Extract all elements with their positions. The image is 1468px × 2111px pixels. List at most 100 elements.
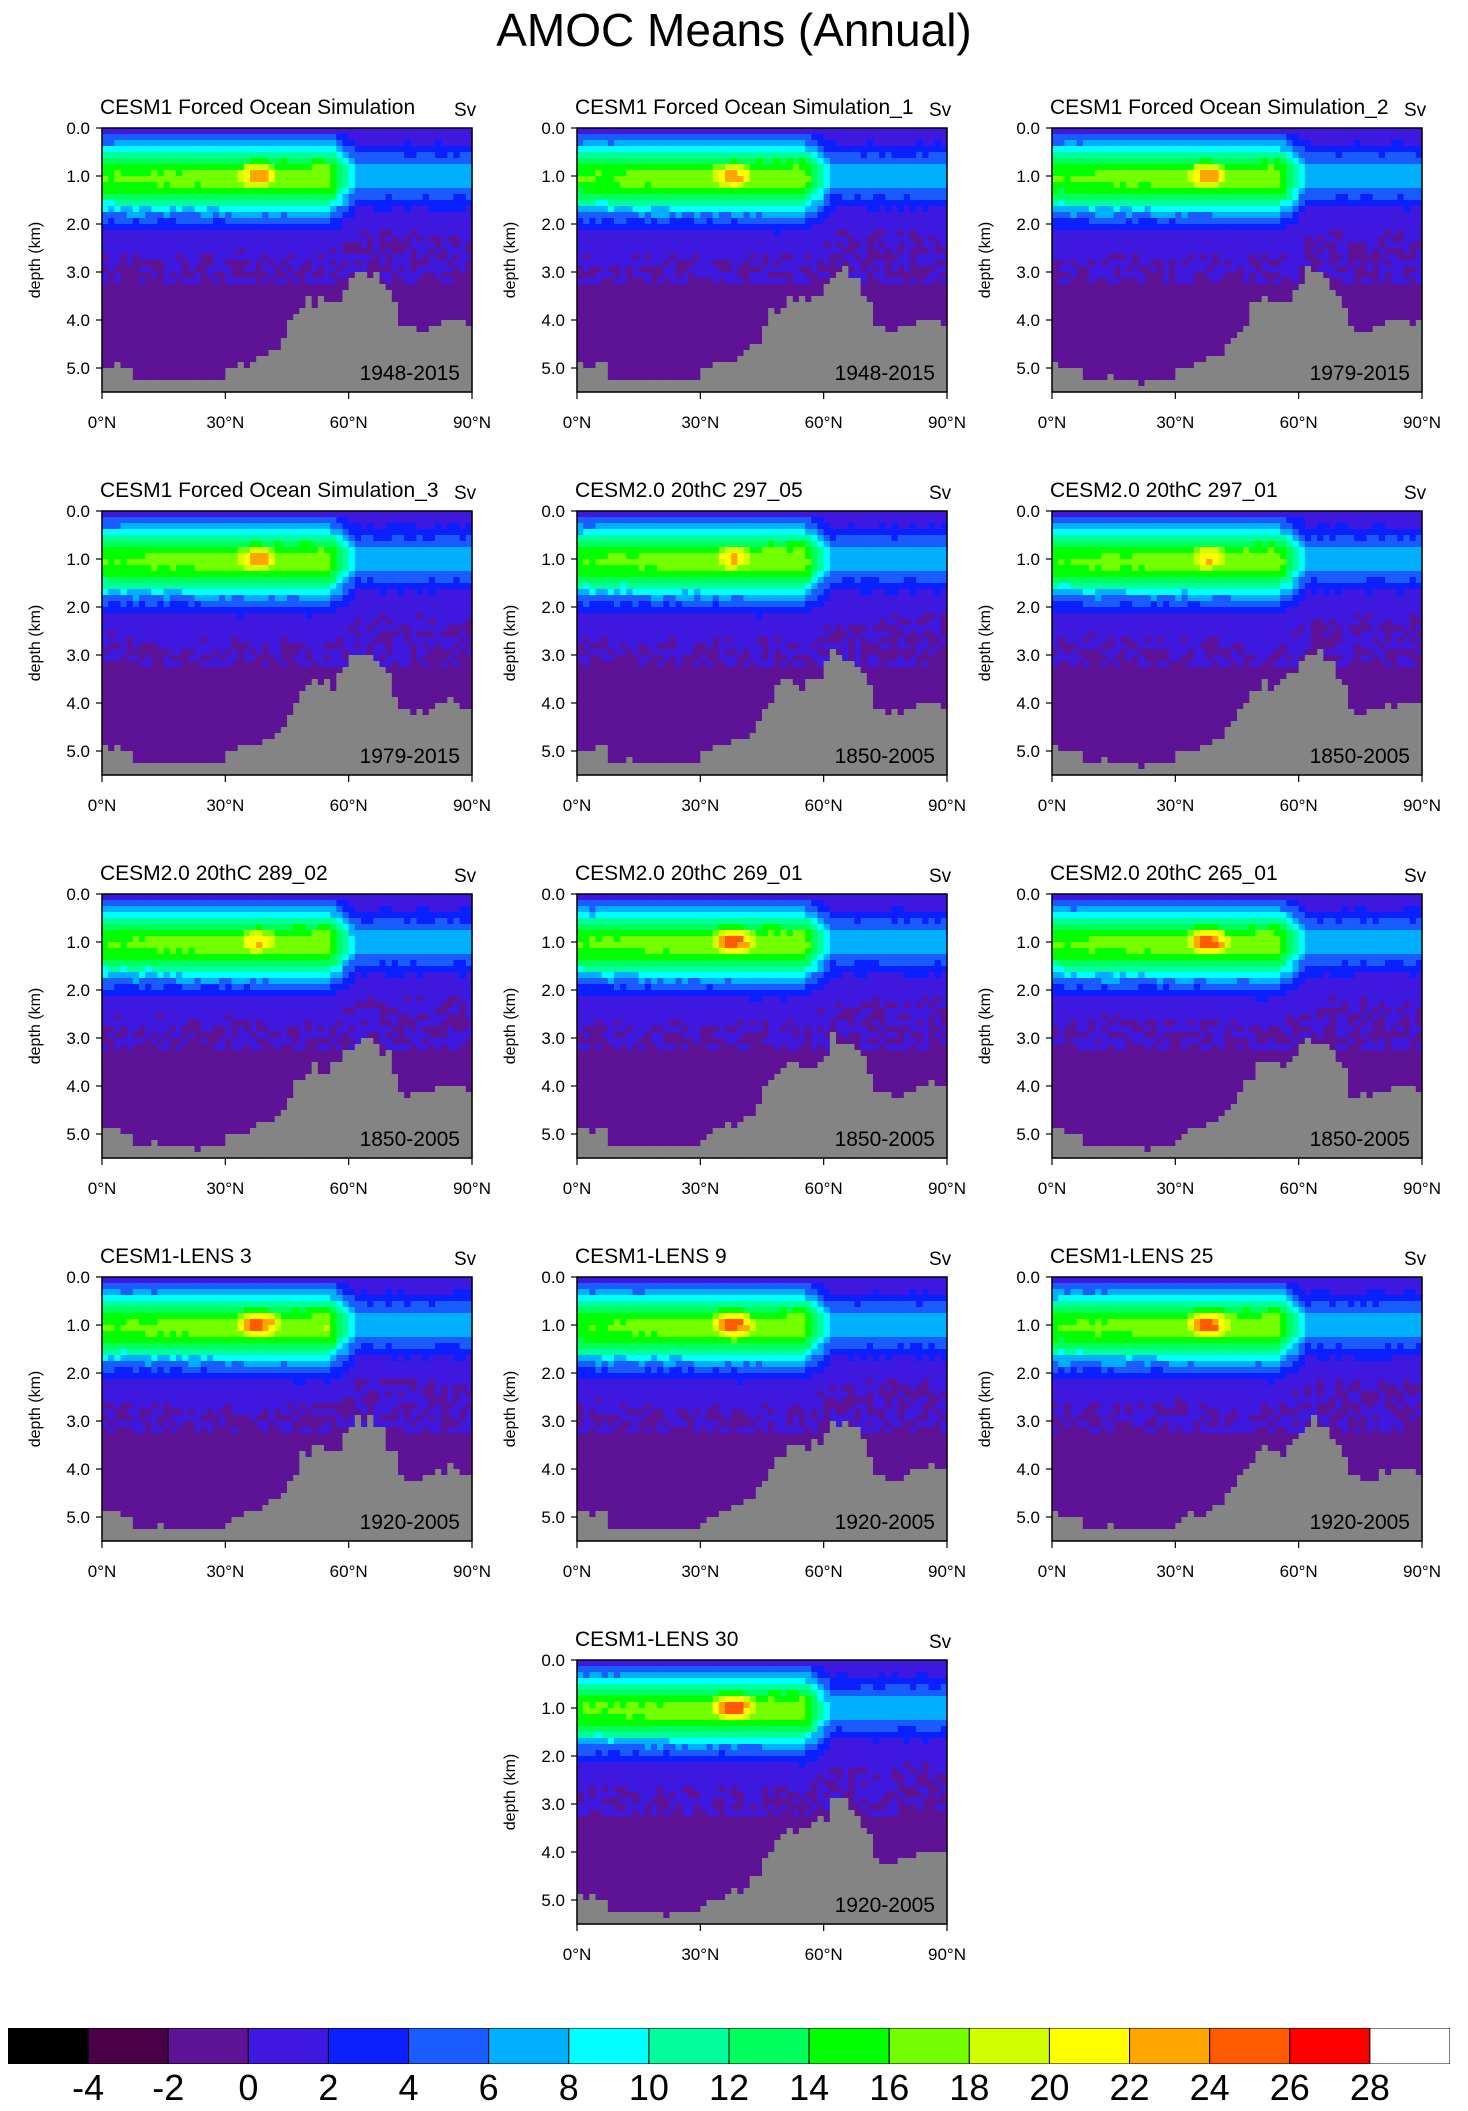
heatmap-cell	[601, 146, 609, 153]
heatmap-cell	[842, 362, 849, 369]
heatmap-cell	[250, 344, 257, 351]
heatmap-cell	[459, 362, 467, 369]
heatmap-cell	[669, 134, 677, 141]
heatmap-cell	[114, 296, 122, 303]
heatmap-cell	[182, 386, 189, 393]
heatmap-cell	[700, 302, 708, 309]
heatmap-cell	[157, 212, 165, 219]
heatmap-cell	[465, 326, 473, 333]
heatmap-cell	[342, 152, 350, 159]
heatmap-cell	[688, 194, 695, 201]
heatmap-cell	[811, 302, 819, 309]
heatmap-cell	[897, 314, 905, 321]
heatmap-cell	[644, 242, 652, 249]
heatmap-cell	[385, 182, 393, 189]
heatmap-cell	[188, 332, 196, 339]
heatmap-cell	[373, 332, 381, 339]
heatmap-cell	[163, 290, 171, 297]
heatmap-cell	[755, 284, 763, 291]
heatmap-cell	[398, 176, 405, 183]
heatmap-cell	[829, 200, 837, 207]
heatmap-cell	[749, 368, 757, 375]
heatmap-cell	[836, 134, 843, 141]
heatmap-cell	[194, 152, 202, 159]
heatmap-cell	[718, 284, 726, 291]
heatmap-cell	[379, 194, 387, 201]
heatmap-cell	[823, 380, 831, 387]
heatmap-cell	[225, 266, 233, 273]
heatmap-cell	[139, 146, 146, 153]
heatmap-cell	[712, 206, 720, 213]
heatmap-cell	[725, 296, 732, 303]
heatmap-cell	[243, 374, 251, 381]
heatmap-cell	[299, 194, 307, 201]
heatmap-cell	[860, 182, 868, 189]
heatmap-cell	[836, 218, 843, 225]
heatmap-cell	[799, 368, 806, 375]
heatmap-cell	[256, 356, 263, 363]
heatmap-cell	[792, 380, 800, 387]
heatmap-cell	[268, 206, 276, 213]
heatmap-cell	[459, 224, 467, 231]
heatmap-cell	[589, 278, 597, 285]
heatmap-cell	[873, 296, 880, 303]
heatmap-cell	[453, 146, 461, 153]
heatmap-cell	[447, 140, 455, 147]
heatmap-cell	[169, 134, 177, 141]
heatmap-cell	[632, 326, 640, 333]
heatmap-cell	[583, 284, 590, 291]
heatmap-cell	[280, 182, 288, 189]
heatmap-cell	[385, 314, 393, 321]
heatmap-cell	[817, 320, 825, 327]
heatmap-cell	[842, 278, 849, 285]
heatmap-cell	[842, 194, 849, 201]
heatmap-cell	[330, 188, 337, 195]
heatmap-cell	[126, 146, 134, 153]
heatmap-cell	[614, 224, 621, 231]
heatmap-cell	[459, 134, 467, 141]
heatmap-cell	[842, 242, 849, 249]
heatmap-cell	[324, 290, 331, 297]
heatmap-cell	[108, 182, 115, 189]
heatmap-cell	[120, 380, 128, 387]
heatmap-cell	[786, 248, 794, 255]
heatmap-cell	[108, 206, 115, 213]
heatmap-cell	[422, 140, 430, 147]
heatmap-cell	[200, 224, 208, 231]
heatmap-cell	[213, 164, 220, 171]
heatmap-cell	[854, 230, 862, 237]
heatmap-cell	[243, 320, 251, 327]
heatmap-cell	[330, 140, 337, 147]
heatmap-cell	[348, 362, 356, 369]
heatmap-cell	[151, 326, 159, 333]
heatmap-cell	[385, 200, 393, 207]
heatmap-cell	[404, 296, 411, 303]
heatmap-cell	[607, 194, 615, 201]
heatmap-cell	[681, 140, 689, 147]
heatmap-cell	[688, 290, 695, 297]
heatmap-cell	[465, 284, 473, 291]
heatmap-cell	[311, 128, 319, 135]
heatmap-cell	[644, 272, 652, 279]
heatmap-cell	[805, 212, 812, 219]
heatmap-cell	[428, 368, 436, 375]
heatmap-cell	[336, 266, 344, 273]
heatmap-cell	[428, 374, 436, 381]
heatmap-cell	[287, 176, 294, 183]
heatmap-cell	[669, 146, 677, 153]
heatmap-cell	[774, 302, 782, 309]
heatmap-cell	[435, 134, 442, 141]
heatmap-cell	[145, 134, 152, 141]
heatmap-cell	[829, 296, 837, 303]
heatmap-cell	[681, 332, 689, 339]
heatmap-cell	[225, 224, 233, 231]
heatmap-cell	[780, 386, 788, 393]
heatmap-cell	[866, 224, 874, 231]
heatmap-cell	[262, 158, 270, 165]
heatmap-cell	[367, 236, 374, 243]
heatmap-cell	[324, 338, 331, 345]
heatmap-cell	[774, 146, 782, 153]
heatmap-cell	[823, 326, 831, 333]
heatmap-cell	[743, 128, 751, 135]
heatmap-cell	[848, 164, 856, 171]
